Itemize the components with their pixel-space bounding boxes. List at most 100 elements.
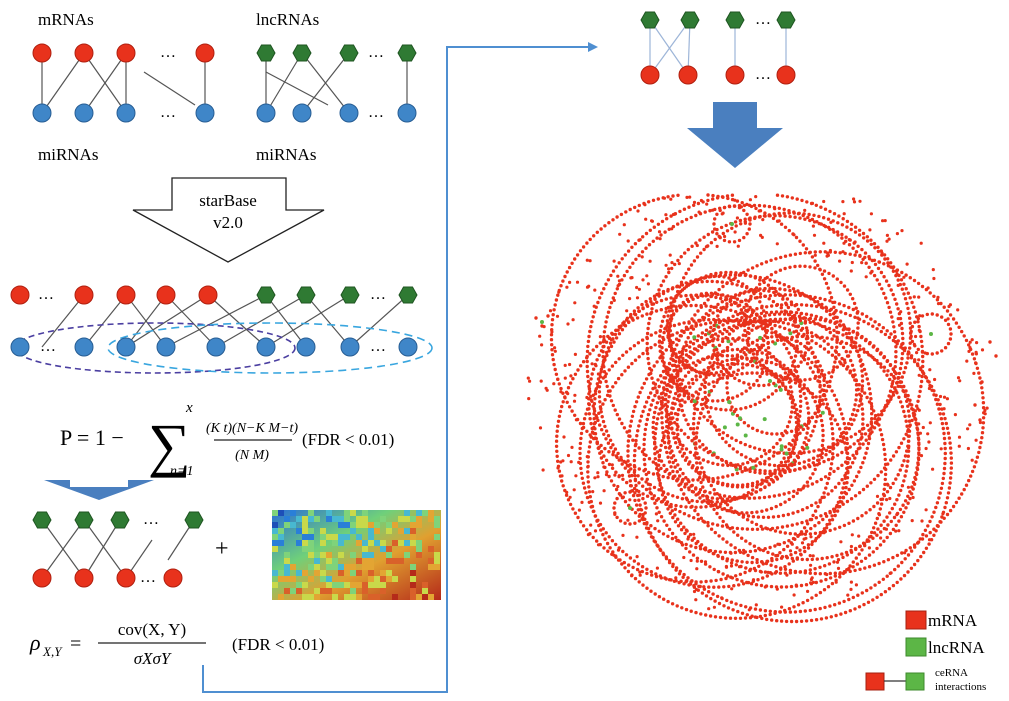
mrna-node: [898, 366, 903, 371]
mrna-node: [867, 434, 871, 438]
mrna-node: [764, 348, 768, 352]
sigma-denominator: σXσY: [134, 649, 172, 668]
heatmap-cell: [404, 528, 410, 534]
mrna-node: [886, 261, 890, 265]
mrna-node: [853, 240, 857, 244]
heatmap-cell: [416, 552, 422, 558]
mrna-node: [811, 429, 815, 433]
mrna-node: [747, 331, 751, 336]
mrna-node: [691, 490, 696, 494]
mrna-node: [860, 374, 865, 378]
mrna-node: [832, 509, 837, 514]
mrna-node: [861, 417, 865, 421]
mrna-node: [808, 608, 812, 613]
mrna-node: [663, 495, 668, 500]
mrna-node: [904, 287, 908, 291]
mrna-node: [724, 461, 729, 465]
mrna-node: [696, 396, 700, 400]
mrna-node: [679, 528, 684, 532]
mrna-node: [786, 305, 791, 310]
mrna-node: [847, 457, 852, 461]
mrna-node: [877, 561, 881, 566]
mrna-node: [836, 402, 841, 407]
mrna-node: [694, 441, 698, 445]
mrna-node: [820, 335, 824, 339]
mrna-node: [745, 527, 750, 531]
mrna-node: [794, 311, 799, 315]
mrna-node: [830, 514, 834, 518]
mrna-node: [667, 395, 671, 399]
mrna-node: [789, 443, 793, 447]
mrna-node: [670, 363, 675, 368]
mrna-node: [644, 422, 648, 427]
mrna-node: [804, 396, 808, 400]
mrna-node: [813, 300, 817, 304]
mrna-node: [585, 258, 589, 262]
mrna-node: [720, 300, 724, 304]
mrna-node: [637, 287, 642, 291]
mrna-node: [697, 210, 701, 214]
mrna-node: [814, 419, 818, 424]
mrna-node: [783, 371, 788, 375]
mrna-node: [953, 413, 958, 417]
mrna-node: [654, 331, 658, 335]
mrna-node: [710, 419, 714, 424]
mrna-node: [980, 391, 985, 395]
mrna-node: [721, 366, 726, 370]
mrna-node: [775, 358, 779, 363]
mrna-node: [865, 239, 870, 243]
mrna-node: [670, 427, 674, 431]
mrna-node: [774, 389, 778, 393]
mrna-node: [585, 364, 589, 369]
mrna-node: [769, 310, 774, 314]
mrna-node: [730, 497, 735, 501]
mrna-node: [694, 436, 698, 440]
mrna-node: [724, 440, 728, 444]
mrna-node: [707, 382, 711, 386]
mrna-node: [707, 318, 711, 322]
mrna-node: [696, 349, 700, 353]
mrna-node: [635, 296, 640, 300]
mrna-node: [632, 470, 637, 475]
mrna-node: [763, 570, 768, 574]
mrna-node: [966, 427, 970, 431]
heatmap-cell: [410, 588, 416, 594]
mrna-node: [592, 409, 597, 413]
mrna-node: [680, 220, 684, 224]
mrna-node: [844, 446, 848, 450]
mrna-node: [769, 360, 774, 365]
heatmap-cell: [272, 540, 278, 546]
mrna-node: [917, 422, 921, 426]
mrna-node: [694, 610, 698, 615]
mrna-node: [765, 431, 769, 435]
mrna-node: [737, 379, 741, 383]
mrna-node: [729, 463, 733, 467]
mrna-node: [691, 427, 696, 431]
mrna-node: [620, 421, 624, 426]
heatmap-cell: [302, 594, 308, 600]
mrna-node: [735, 317, 739, 321]
mrna-node: [735, 394, 740, 398]
mrna-node: [713, 615, 718, 619]
mrna-node: [556, 424, 560, 428]
mrna-node: [736, 362, 740, 366]
mrna-node: [602, 454, 606, 458]
mrna-node: [844, 485, 848, 490]
mrna-node: [869, 586, 873, 590]
mrna-node: [581, 524, 586, 528]
mrna-node: [842, 570, 847, 574]
mrna-node: [623, 369, 627, 373]
mrna-node: [880, 412, 884, 417]
mrna-node: [831, 368, 835, 372]
mrna-node: [645, 341, 649, 346]
mrna-node: [687, 370, 691, 374]
mrna-node: [835, 560, 840, 564]
mrna-node: [755, 378, 759, 383]
mrna-node: [853, 225, 858, 229]
mrna-node: [949, 451, 953, 455]
mrna-node: [918, 389, 922, 394]
mrna-node: [748, 305, 752, 310]
mrna-node: [710, 279, 714, 284]
mrna-node: [885, 399, 890, 403]
mrna-node: [879, 365, 883, 369]
